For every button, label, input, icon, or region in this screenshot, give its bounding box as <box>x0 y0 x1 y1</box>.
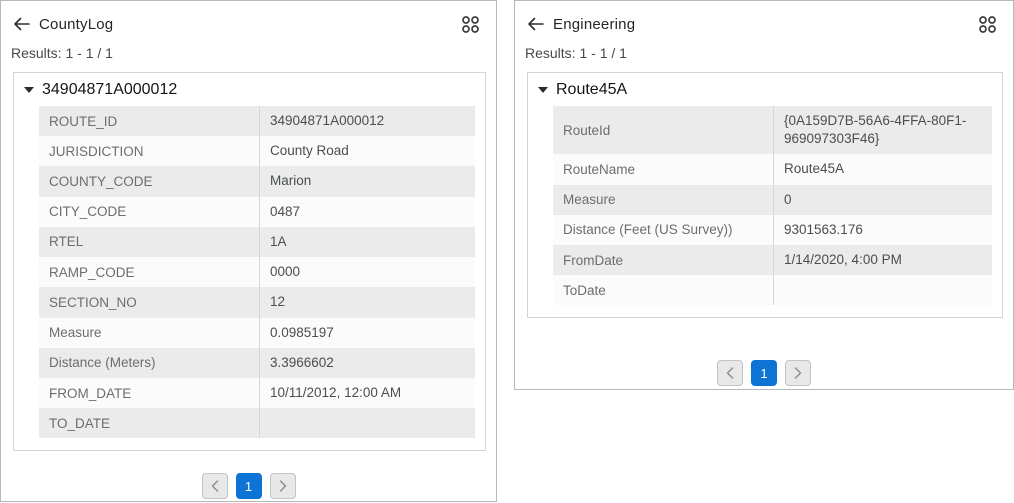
table-row: RAMP_CODE 0000 <box>39 257 475 288</box>
table-row: JURISDICTION County Road <box>39 136 475 167</box>
table-row: TO_DATE <box>39 408 475 439</box>
field-label: ROUTE_ID <box>49 113 118 129</box>
table-row: ROUTE_ID 34904871A000012 <box>39 106 475 137</box>
field-value: 1/14/2020, 4:00 PM <box>773 245 992 276</box>
countylog-panel: CountyLog Results: 1 - 1 / 1 34904871A00… <box>0 0 497 502</box>
field-value: 0487 <box>259 196 475 227</box>
table-row: RouteId {0A159D7B-56A6-4FFA-80F1-9690973… <box>553 106 992 155</box>
field-label: SECTION_NO <box>49 294 137 310</box>
field-value <box>259 408 475 439</box>
field-label: RouteId <box>563 122 611 138</box>
page-1-button[interactable]: 1 <box>235 473 262 500</box>
panel-header: Engineering <box>515 1 1013 34</box>
field-value: Route45A <box>773 154 992 185</box>
chevron-right-icon <box>279 480 286 492</box>
table-row: CITY_CODE 0487 <box>39 196 475 227</box>
results-count: Results: 1 - 1 / 1 <box>525 45 627 61</box>
field-value: 9301563.176 <box>773 214 992 246</box>
field-value: County Road <box>259 136 475 167</box>
attribute-table: RouteId {0A159D7B-56A6-4FFA-80F1-9690973… <box>553 106 992 306</box>
feature-title: Route45A <box>556 81 628 98</box>
table-row: Distance (Feet (US Survey)) 9301563.176 <box>553 214 992 246</box>
chevron-left-icon <box>726 367 734 380</box>
field-value: Marion <box>259 166 475 197</box>
attribute-table: ROUTE_ID 34904871A000012 JURISDICTION Co… <box>39 106 475 439</box>
field-value: 0.0985197 <box>259 317 475 348</box>
field-value: 0 <box>773 184 992 215</box>
table-row: Measure 0 <box>553 184 992 215</box>
field-value: 3.3966602 <box>259 347 475 378</box>
field-value <box>773 275 992 306</box>
collapse-caret-icon <box>538 87 548 93</box>
panel-title: CountyLog <box>39 15 114 33</box>
field-value: {0A159D7B-56A6-4FFA-80F1-969097303F46} <box>773 106 992 155</box>
field-label: COUNTY_CODE <box>49 174 153 190</box>
panel-title: Engineering <box>553 15 636 33</box>
field-value: 34904871A000012 <box>259 106 475 137</box>
feature-header[interactable]: 34904871A000012 <box>14 73 485 106</box>
results-grid-view-button[interactable] <box>977 14 997 34</box>
table-row: FROM_DATE 10/11/2012, 12:00 AM <box>39 377 475 409</box>
collapse-caret-icon <box>24 87 34 93</box>
table-row: COUNTY_CODE Marion <box>39 166 475 197</box>
panel-header: CountyLog <box>1 1 496 34</box>
table-row: FromDate 1/14/2020, 4:00 PM <box>553 245 992 276</box>
back-button[interactable] <box>525 14 545 34</box>
next-page-button[interactable] <box>269 473 296 500</box>
table-row: RTEL 1A <box>39 226 475 258</box>
prev-page-button[interactable] <box>201 473 228 500</box>
field-label: CITY_CODE <box>49 204 127 220</box>
table-row: SECTION_NO 12 <box>39 287 475 318</box>
field-label: JURISDICTION <box>49 143 144 159</box>
engineering-panel: Engineering Results: 1 - 1 / 1 Route45A … <box>514 0 1014 390</box>
field-label: TO_DATE <box>49 415 111 431</box>
table-row: ToDate <box>553 275 992 306</box>
feature-card: 34904871A000012 ROUTE_ID 34904871A000012… <box>13 72 486 452</box>
page-1-button[interactable]: 1 <box>751 360 777 387</box>
results-count: Results: 1 - 1 / 1 <box>11 45 113 61</box>
field-value: 0000 <box>259 257 475 288</box>
field-label: Distance (Meters) <box>49 355 156 371</box>
arrow-left-icon <box>13 17 30 31</box>
field-value: 1A <box>259 226 475 258</box>
results-grid-view-button[interactable] <box>460 14 480 34</box>
chevron-left-icon <box>211 480 218 492</box>
field-label: RTEL <box>49 234 84 250</box>
field-label: ToDate <box>563 282 606 298</box>
feature-card: Route45A RouteId {0A159D7B-56A6-4FFA-80F… <box>527 72 1003 319</box>
chevron-right-icon <box>794 367 802 380</box>
next-page-button[interactable] <box>785 360 811 387</box>
arrow-left-icon <box>527 17 544 31</box>
field-label: FROM_DATE <box>49 385 132 401</box>
field-label: Measure <box>563 192 616 208</box>
feature-header[interactable]: Route45A <box>528 73 1002 106</box>
field-label: FromDate <box>563 252 624 268</box>
field-value: 10/11/2012, 12:00 AM <box>259 377 475 409</box>
table-row: Measure 0.0985197 <box>39 317 475 348</box>
field-label: RouteName <box>563 162 636 178</box>
field-label: Distance (Feet (US Survey)) <box>563 222 733 238</box>
back-button[interactable] <box>11 14 31 34</box>
field-value: 12 <box>259 287 475 318</box>
table-row: RouteName Route45A <box>553 154 992 185</box>
prev-page-button[interactable] <box>717 360 743 387</box>
field-label: RAMP_CODE <box>49 264 135 280</box>
pagination: 1 <box>1 473 496 500</box>
field-label: Measure <box>49 325 102 341</box>
table-row: Distance (Meters) 3.3966602 <box>39 347 475 378</box>
pagination: 1 <box>515 360 1013 387</box>
feature-title: 34904871A000012 <box>42 81 178 98</box>
grid-icon <box>978 15 996 33</box>
grid-icon <box>461 15 479 33</box>
